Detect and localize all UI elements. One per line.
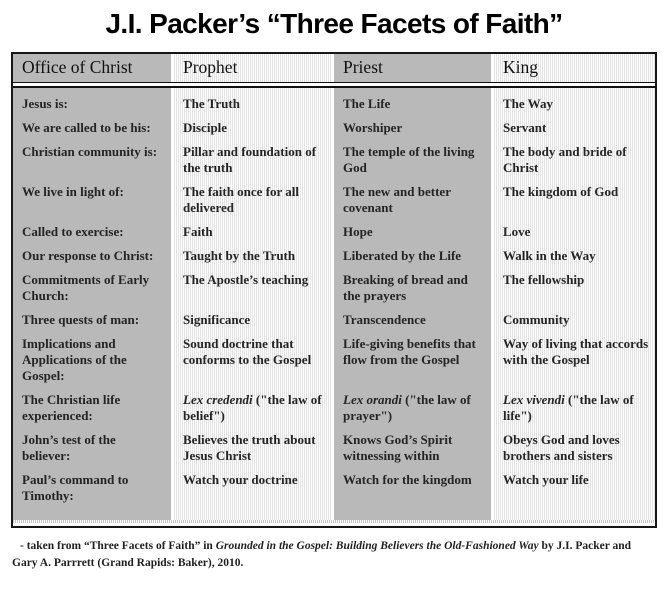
citation-suffix: by J.I. Packer and Gary A. Parrrett (Gra… xyxy=(12,540,632,570)
value-cell: Community xyxy=(494,308,655,332)
value-cell: Sound doctrine that conforms to the Gosp… xyxy=(174,332,331,388)
cell-text: ("the law of prayer") xyxy=(343,392,471,423)
value-cell: The fellowship xyxy=(494,268,655,308)
header-office-of-christ: Office of Christ xyxy=(13,54,171,82)
value-cell: Significance xyxy=(174,308,331,332)
value-cell: The temple of the living God xyxy=(334,140,491,180)
row-label-cell: Our response to Christ: xyxy=(13,244,171,268)
value-cell: Life-giving benefits that flow from the … xyxy=(334,332,491,388)
row-label-cell: Christian community is: xyxy=(13,140,171,180)
value-cell: The body and bride of Christ xyxy=(494,140,655,180)
header-king: King xyxy=(494,54,655,82)
row-label-cell: Commitments of Early Church: xyxy=(13,268,171,308)
page-title: J.I. Packer’s “Three Facets of Faith” xyxy=(105,8,563,39)
cell-text: ("the law of life") xyxy=(503,392,634,423)
value-cell: Walk in the Way xyxy=(494,244,655,268)
table-body: Jesus is: The Truth The Life The Way We are … xyxy=(13,88,655,520)
row-label-cell: Jesus is: xyxy=(13,88,171,116)
value-cell: Believes the truth about Jesus Christ xyxy=(174,428,331,468)
table-header-row: Office of Christ Prophet Priest King xyxy=(13,54,655,82)
row-label-cell: We are called to be his: xyxy=(13,116,171,140)
value-cell: Transcendence xyxy=(334,308,491,332)
value-cell: Lex vivendi ("the law of life") xyxy=(494,388,655,428)
row-label-cell: The Christian life experienced: xyxy=(13,388,171,428)
cell-text: ("the law of belief") xyxy=(183,392,322,423)
value-cell: The Life xyxy=(334,88,491,116)
value-cell: Worshiper xyxy=(334,116,491,140)
value-cell: The Way xyxy=(494,88,655,116)
value-cell: Hope xyxy=(334,220,491,244)
row-label-cell: Called to exercise: xyxy=(13,220,171,244)
citation-prefix: - taken from “Three Facets of Faith” in xyxy=(20,540,216,552)
header-double-rule xyxy=(13,82,655,88)
value-cell: Watch your doctrine xyxy=(174,468,331,520)
value-cell: Lex orandi ("the law of prayer") xyxy=(334,388,491,428)
value-cell: Knows God’s Spirit witnessing within xyxy=(334,428,491,468)
value-cell: The Apostle’s teaching xyxy=(174,268,331,308)
row-label-cell: Implications and Applications of the Gos… xyxy=(13,332,171,388)
value-cell: Watch your life xyxy=(494,468,655,520)
source-citation: - taken from “Three Facets of Faith” in … xyxy=(12,538,656,573)
facets-table: Office of Christ Prophet Priest King Jes… xyxy=(11,52,657,528)
value-cell: Breaking of bread and the prayers xyxy=(334,268,491,308)
row-label-cell: John’s test of the believer: xyxy=(13,428,171,468)
citation-book-title: Grounded in the Gospel: Building Believe… xyxy=(215,540,539,552)
value-cell: The kingdom of God xyxy=(494,180,655,220)
value-cell: The new and better covenant xyxy=(334,180,491,220)
value-cell: Taught by the Truth xyxy=(174,244,331,268)
latin-phrase: Lex orandi xyxy=(343,392,402,407)
value-cell: Servant xyxy=(494,116,655,140)
value-cell: Obeys God and loves brothers and sisters xyxy=(494,428,655,468)
header-prophet: Prophet xyxy=(174,54,331,82)
value-cell: Lex credendi ("the law of belief") xyxy=(174,388,331,428)
value-cell: Watch for the kingdom xyxy=(334,468,491,520)
value-cell: The Truth xyxy=(174,88,331,116)
value-cell: The faith once for all delivered xyxy=(174,180,331,220)
bottom-dotted-edge xyxy=(13,520,655,523)
value-cell: Faith xyxy=(174,220,331,244)
row-label-cell: We live in light of: xyxy=(13,180,171,220)
header-priest: Priest xyxy=(334,54,491,82)
latin-phrase: Lex credendi xyxy=(183,392,253,407)
row-label-cell: Three quests of man: xyxy=(13,308,171,332)
value-cell: Pillar and foundation of the truth xyxy=(174,140,331,180)
value-cell: Liberated by the Life xyxy=(334,244,491,268)
latin-phrase: Lex vivendi xyxy=(503,392,565,407)
value-cell: Way of living that accords with the Gosp… xyxy=(494,332,655,388)
value-cell: Love xyxy=(494,220,655,244)
value-cell: Disciple xyxy=(174,116,331,140)
row-label-cell: Paul’s command to Timothy: xyxy=(13,468,171,520)
